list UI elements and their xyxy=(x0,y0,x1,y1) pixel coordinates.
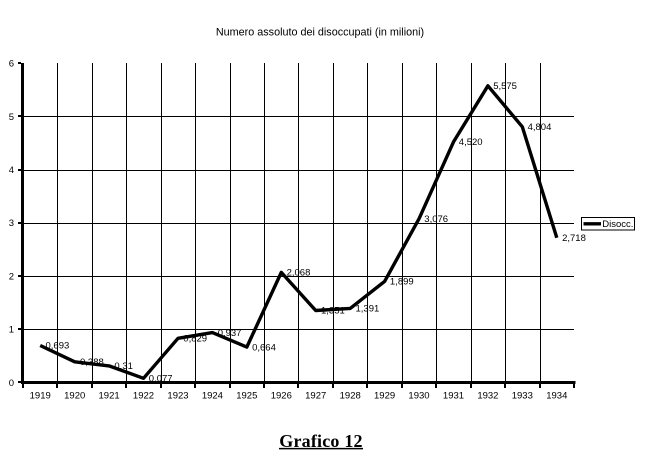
svg-text:5,575: 5,575 xyxy=(493,81,517,92)
svg-text:1925: 1925 xyxy=(236,391,257,402)
svg-text:Disocc.: Disocc. xyxy=(602,219,633,230)
svg-text:1,391: 1,391 xyxy=(356,304,380,315)
svg-text:1928: 1928 xyxy=(340,391,361,402)
svg-text:1926: 1926 xyxy=(271,391,292,402)
svg-text:0,693: 0,693 xyxy=(46,341,70,352)
svg-text:0,077: 0,077 xyxy=(149,374,173,385)
svg-text:1931: 1931 xyxy=(443,391,464,402)
svg-text:4,804: 4,804 xyxy=(528,122,552,133)
svg-text:1922: 1922 xyxy=(133,391,154,402)
svg-text:2,068: 2,068 xyxy=(287,268,311,279)
svg-text:2: 2 xyxy=(9,271,14,282)
svg-text:1932: 1932 xyxy=(477,391,498,402)
svg-text:1923: 1923 xyxy=(167,391,188,402)
svg-text:1,351: 1,351 xyxy=(321,306,345,317)
svg-text:1920: 1920 xyxy=(64,391,85,402)
svg-text:1927: 1927 xyxy=(305,391,326,402)
svg-text:0,937: 0,937 xyxy=(218,328,242,339)
svg-text:1933: 1933 xyxy=(512,391,533,402)
svg-text:5: 5 xyxy=(9,112,14,123)
svg-text:1924: 1924 xyxy=(202,391,223,402)
svg-text:2,718: 2,718 xyxy=(562,233,586,244)
svg-text:4,520: 4,520 xyxy=(459,137,483,148)
svg-text:6: 6 xyxy=(9,59,14,70)
svg-text:1921: 1921 xyxy=(99,391,120,402)
svg-text:1934: 1934 xyxy=(546,391,567,402)
svg-text:0,664: 0,664 xyxy=(252,342,276,353)
svg-text:1930: 1930 xyxy=(408,391,429,402)
svg-text:Numero assoluto dei disoccupat: Numero assoluto dei disoccupati (in mili… xyxy=(216,27,424,39)
svg-text:1: 1 xyxy=(9,325,14,336)
svg-text:Grafico 12: Grafico 12 xyxy=(279,431,362,451)
svg-text:1,899: 1,899 xyxy=(390,277,414,288)
svg-text:1919: 1919 xyxy=(30,391,51,402)
svg-text:0: 0 xyxy=(9,378,14,389)
svg-text:3: 3 xyxy=(9,218,14,229)
svg-text:3,076: 3,076 xyxy=(424,214,448,225)
svg-text:0,31: 0,31 xyxy=(114,361,132,372)
svg-text:4: 4 xyxy=(9,165,14,176)
svg-text:0,829: 0,829 xyxy=(183,334,207,345)
svg-text:1929: 1929 xyxy=(374,391,395,402)
